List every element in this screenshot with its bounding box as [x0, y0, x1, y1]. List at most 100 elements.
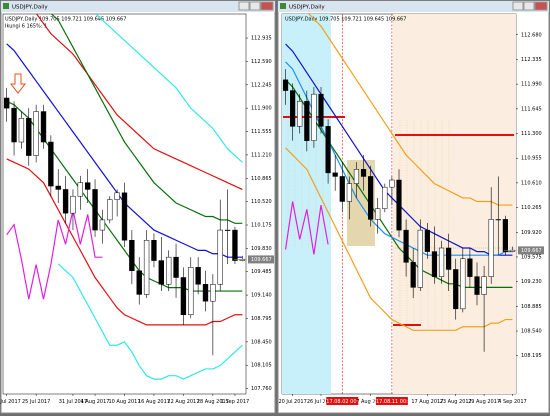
x-tick-label: 28 Aug 2017	[197, 399, 229, 405]
x-tick-label: 4 Aug 2017	[81, 399, 110, 405]
title-bar[interactable]	[1, 1, 275, 12]
candle-body	[282, 79, 289, 91]
y-tick-label: 108.195	[521, 353, 542, 359]
close-button[interactable]	[534, 1, 548, 11]
indicator-line	[285, 147, 513, 331]
candle-body	[180, 277, 187, 315]
candle-body	[99, 219, 106, 231]
y-tick-label: 107.760	[251, 386, 272, 392]
candle-body	[48, 141, 54, 187]
y-tick-label: 110.175	[251, 222, 272, 228]
minimize-button[interactable]	[238, 1, 250, 11]
signal-arrow	[9, 73, 27, 94]
indicator-line	[285, 61, 513, 256]
candle-body	[311, 93, 317, 141]
time-zone	[393, 14, 516, 394]
x-tick-label: 29 Aug 2017	[468, 399, 500, 405]
x-tick-label: 16 Aug 2017	[138, 399, 170, 405]
x-tick-label: 17 Aug 2017	[411, 399, 443, 405]
candle-body	[467, 258, 473, 277]
candle-body	[129, 239, 135, 271]
indicator-line	[94, 14, 243, 163]
y-tick-label: 111.300	[521, 131, 542, 137]
indicator-line	[35, 14, 243, 190]
window-icon	[280, 3, 286, 9]
y-tick-label: 108.885	[521, 304, 542, 310]
candle-body	[488, 219, 494, 277]
candle-body	[11, 107, 17, 143]
candle-body	[77, 182, 83, 197]
time-zone	[282, 14, 331, 394]
candle-body	[224, 229, 231, 231]
candle-body	[85, 182, 91, 190]
close-button[interactable]	[260, 1, 274, 11]
candle-body	[382, 186, 388, 209]
candle-body	[410, 262, 416, 288]
candle-body	[26, 118, 32, 156]
candle-body	[33, 111, 39, 156]
maximize-button[interactable]	[523, 1, 535, 11]
x-tick-label: 23 Aug 2017	[440, 399, 472, 405]
y-tick-label: 109.140	[251, 293, 272, 299]
y-tick-label: 109.920	[521, 230, 542, 236]
chart-info: USDJPY,Daily 109.705 109.721 109.645 109…	[5, 17, 126, 23]
y-tick-label: 110.955	[521, 156, 542, 162]
candle-body	[62, 189, 69, 214]
candle-body	[332, 172, 338, 177]
candle-body	[70, 195, 76, 214]
candle-body	[173, 256, 179, 278]
x-tick-label: 25 Jul 2017	[22, 399, 50, 405]
indicator-label: Ikungi 6 165%: 1	[5, 24, 47, 30]
y-tick-label: 112.590	[251, 59, 272, 65]
x-tick-label: 2017.08.02 00:00	[320, 399, 365, 405]
maximize-button[interactable]	[249, 1, 261, 11]
indicator-line	[6, 158, 243, 326]
candle-body	[438, 247, 445, 277]
candle-body	[474, 276, 480, 295]
candle-body	[232, 229, 238, 261]
candle-body	[360, 169, 367, 177]
candle-body	[495, 219, 501, 221]
last-price-tag	[518, 246, 544, 255]
y-tick-label: 108.540	[521, 329, 542, 335]
plot	[282, 14, 516, 394]
candle-body	[389, 179, 395, 188]
candle-body	[346, 183, 352, 202]
candle-body	[188, 267, 194, 315]
candle-body	[195, 267, 201, 285]
candle-body	[158, 260, 164, 285]
candle-body	[481, 276, 487, 295]
plot	[4, 14, 245, 380]
y-tick-label: 111.210	[251, 152, 272, 158]
y-tick-label: 112.335	[521, 57, 542, 63]
y-tick-label: 112.680	[521, 32, 542, 38]
y-tick-label: 112.935	[251, 36, 272, 42]
candle-body	[375, 208, 381, 220]
minimize-button[interactable]	[512, 1, 524, 11]
candle-body	[446, 247, 452, 270]
x-tick-label: 2017.08.11 00:00	[370, 399, 415, 405]
candle-body	[417, 229, 423, 288]
candle-body	[166, 256, 172, 285]
candle-body	[502, 219, 508, 252]
y-tick-label: 108.105	[251, 363, 272, 369]
x-tick-label: 10 Aug 2017	[108, 399, 140, 405]
y-tick-label: 108.795	[251, 316, 272, 322]
candle-body	[424, 229, 430, 252]
candle-body	[325, 126, 331, 174]
y-tick-label: 111.900	[251, 106, 272, 112]
candle-body	[353, 169, 360, 184]
candle-body	[92, 189, 98, 231]
candle-body	[121, 192, 128, 241]
last-price-label: 109.667	[251, 257, 272, 263]
y-tick-label: 109.575	[521, 254, 542, 260]
y-tick-label: 111.645	[521, 106, 542, 112]
y-tick-label: 109.830	[251, 246, 272, 252]
x-tick-label: 26 Jul 2017	[307, 399, 335, 405]
candle-body	[396, 179, 402, 231]
x-tick-label: 31 Jul 2017	[59, 399, 87, 405]
candle-body	[290, 90, 296, 127]
title-bar[interactable]	[278, 1, 549, 12]
chart-info: USDJPY,Daily 109.705 109.721 109.645 109…	[285, 17, 406, 23]
candle-body	[339, 176, 345, 202]
